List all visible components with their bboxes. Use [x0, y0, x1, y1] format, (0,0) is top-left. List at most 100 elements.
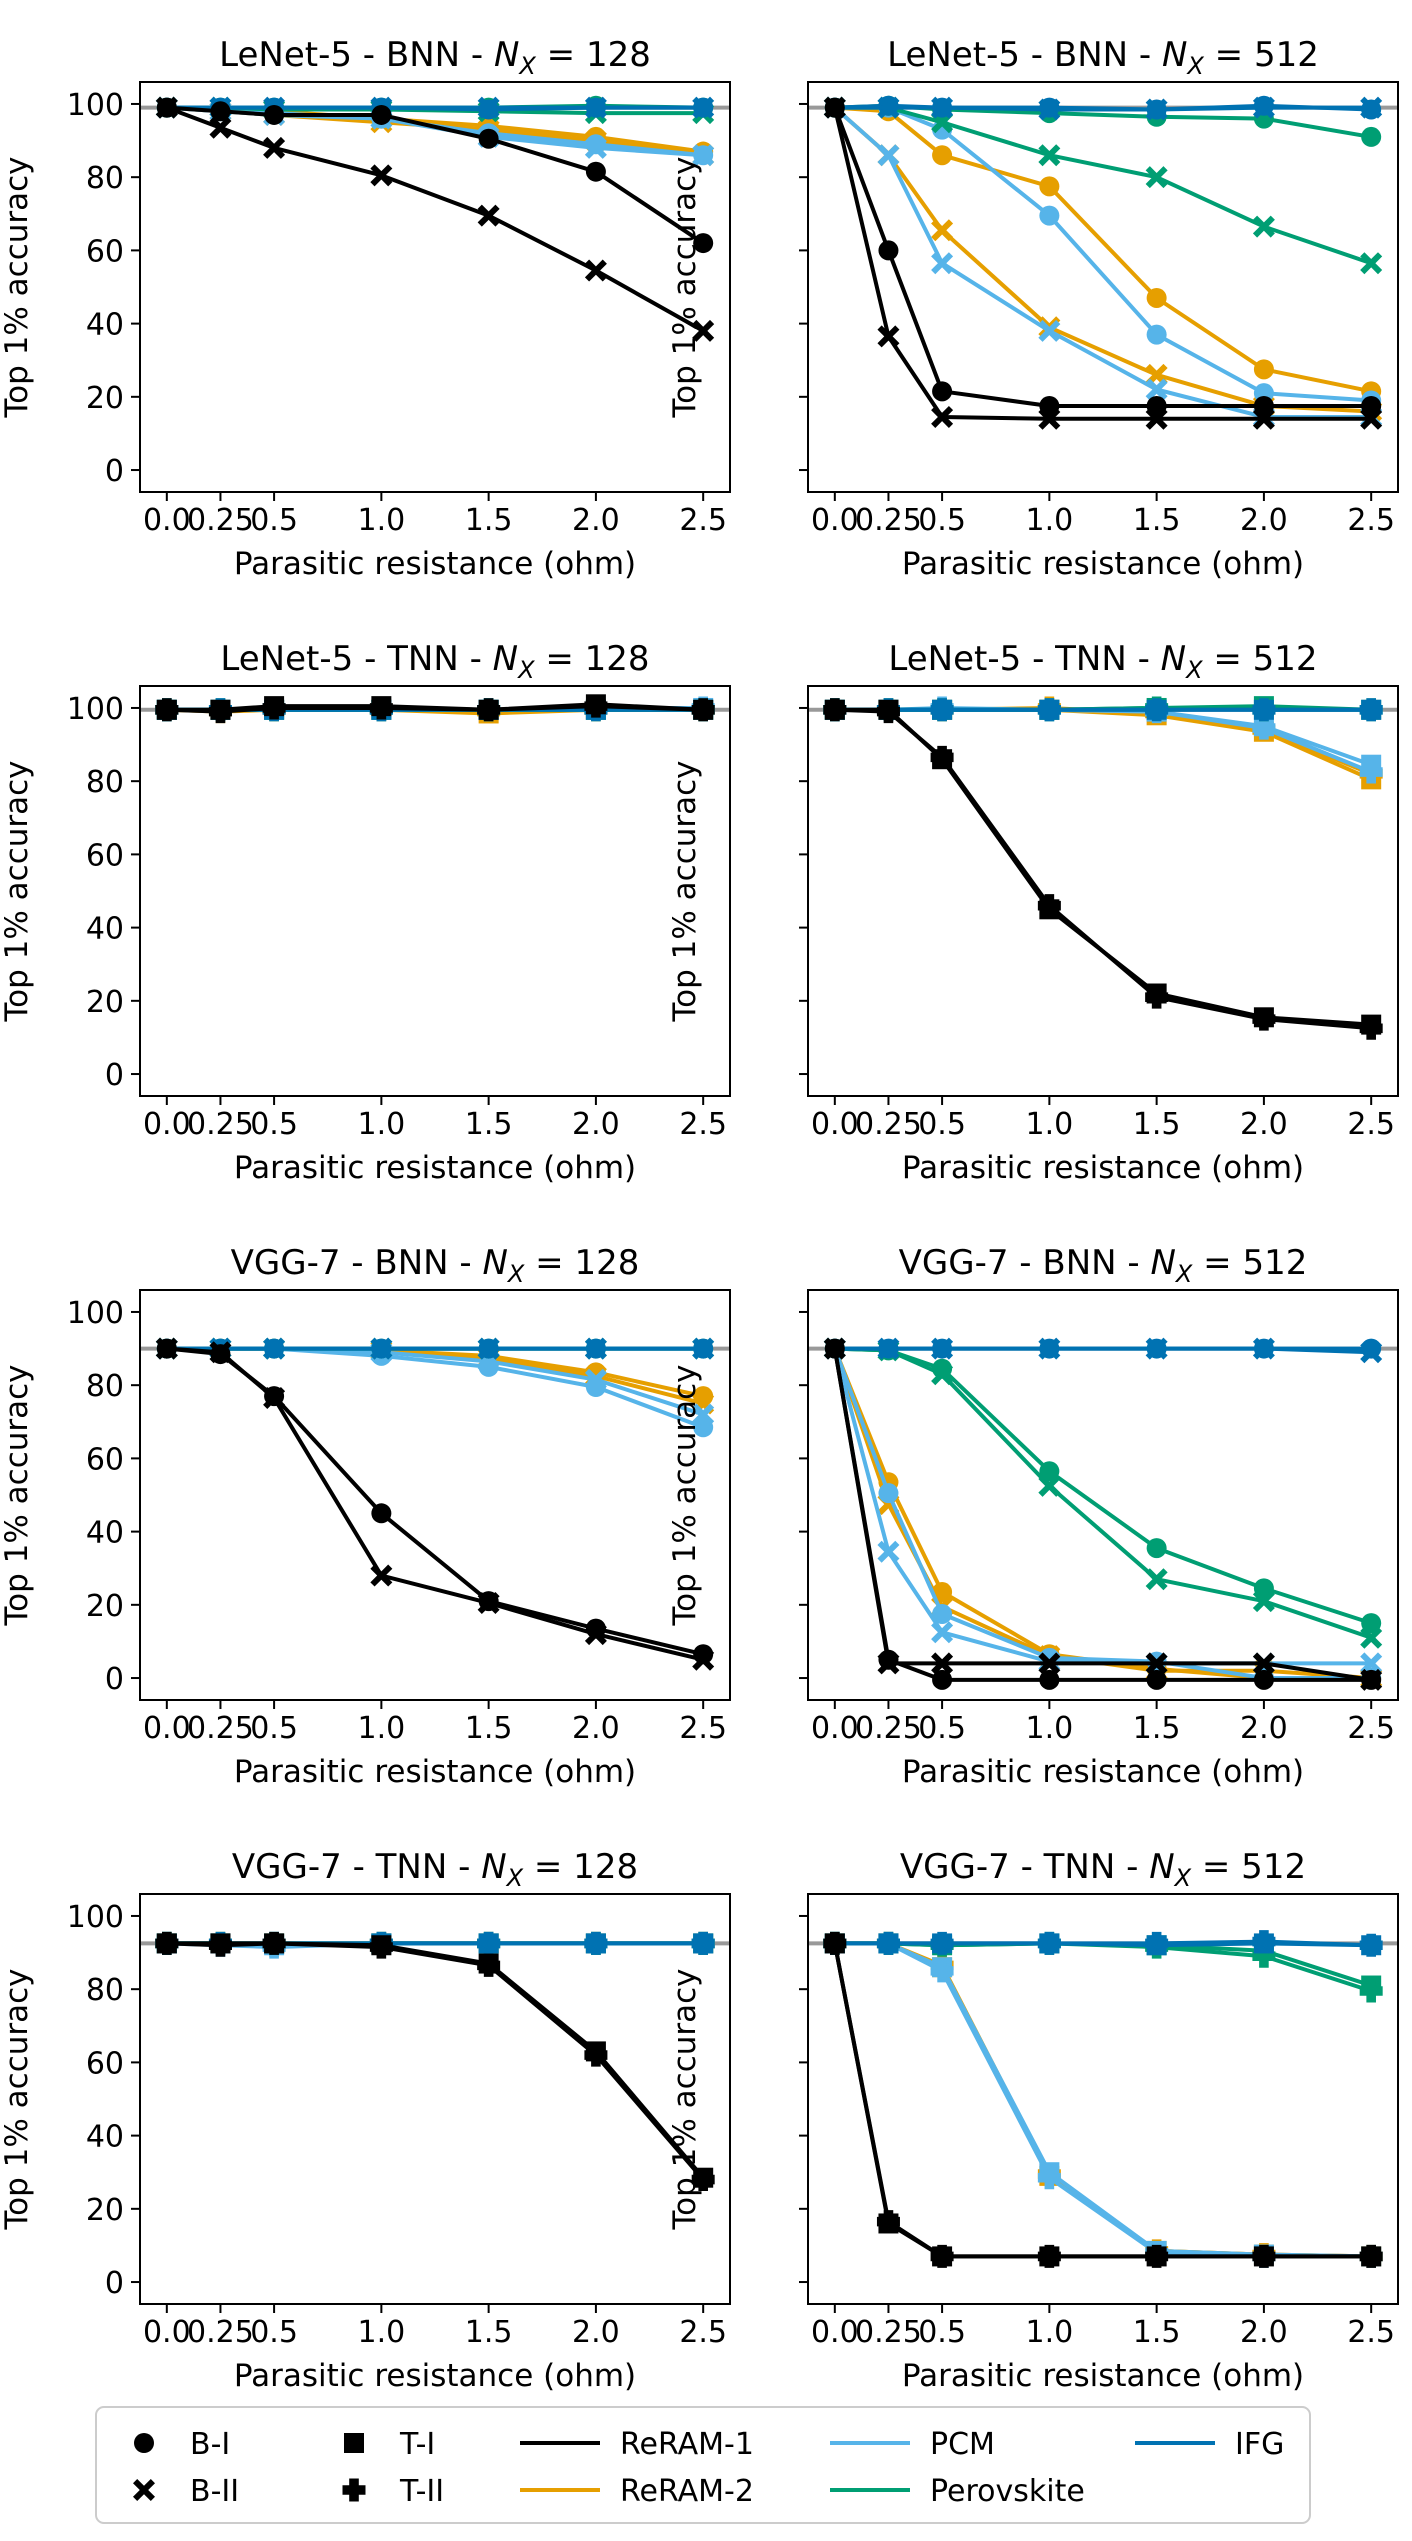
- data-point: [1146, 287, 1167, 308]
- data-point: [692, 144, 715, 167]
- y-tick-label: 100: [67, 88, 124, 123]
- chart-title-subscript: X: [506, 1260, 525, 1288]
- data-point: [930, 745, 954, 769]
- data-point: [931, 1337, 954, 1360]
- series-line: [166, 1941, 705, 2181]
- data-point: [478, 128, 499, 149]
- legend-label: ReRAM-1: [620, 2427, 754, 2462]
- data-point: [876, 700, 900, 724]
- series-line: [834, 1941, 1372, 1993]
- data-point: [1145, 407, 1168, 430]
- legend-frame: [95, 2406, 1311, 2524]
- series-line: [832, 1347, 1372, 1681]
- data-point: [477, 1931, 501, 1955]
- data-point: [1146, 324, 1167, 345]
- x-tick-label: 0.5: [918, 1711, 966, 1746]
- x-tick-label: 1.5: [465, 2315, 513, 2350]
- x-tick-label: 1.5: [1133, 1107, 1181, 1142]
- series-reram-1-t-i: [824, 699, 1382, 1035]
- data-point: [931, 252, 954, 275]
- data-point: [1359, 1016, 1383, 1040]
- y-axis-label: Top 1% accuracy: [667, 760, 703, 1022]
- axes-frame: [139, 1893, 731, 2305]
- chart-title-value: = 512: [1191, 1847, 1306, 1887]
- data-point: [691, 698, 715, 722]
- data-point: [930, 1959, 954, 1983]
- data-point: [209, 116, 232, 139]
- series-perovskite-b-i: [824, 1338, 1382, 1634]
- data-point: [932, 145, 953, 166]
- data-point: [1037, 1931, 1061, 1955]
- legend-item-perovskite: Perovskite: [830, 2474, 1085, 2509]
- chart-title-subscript: X: [1185, 52, 1204, 80]
- x-tick-label: 2.5: [679, 503, 727, 538]
- x-axis-label: Parasitic resistance (ohm): [234, 1754, 636, 1790]
- chart-title-variable: N: [494, 35, 519, 75]
- data-point: [584, 2043, 608, 2067]
- data-point: [1039, 205, 1060, 226]
- data-point: [370, 164, 393, 187]
- legend-item-t-ii: T-II: [342, 2474, 444, 2509]
- x-tick-label: 2.0: [1240, 2315, 1288, 2350]
- series-reram-2-b-i: [824, 97, 1382, 402]
- data-point: [1360, 96, 1383, 119]
- data-point: [691, 1931, 715, 1955]
- data-point: [1359, 1979, 1383, 2003]
- x-tick-label: 0.5: [250, 2315, 298, 2350]
- data-point: [1252, 698, 1276, 722]
- x-tick-label: 2.5: [1347, 2315, 1395, 2350]
- data-point: [691, 2168, 715, 2192]
- data-point: [371, 1503, 392, 1524]
- data-point: [692, 1403, 715, 1426]
- data-point: [930, 2244, 954, 2268]
- series-reram-1-t-ii: [155, 694, 715, 724]
- x-axis-label: Parasitic resistance (ohm): [234, 1150, 636, 1186]
- data-point: [1252, 96, 1275, 119]
- data-point: [585, 161, 606, 182]
- chart-panel-1: LeNet-5 - BNN - NX = 128 0.00.250.5 1.0 1.5…: [0, 35, 731, 582]
- data-point: [1361, 1613, 1382, 1634]
- series-reram-2-b-ii: [823, 1337, 1383, 1690]
- series-reram-1-t-ii: [155, 1931, 715, 2192]
- chart-title: LeNet-5 - TNN - NX = 512: [888, 639, 1317, 684]
- data-point: [823, 1931, 847, 1955]
- data-point: [1145, 1568, 1168, 1591]
- chart-title-prefix: VGG-7 - BNN -: [899, 1243, 1151, 1283]
- data-point: [584, 259, 607, 282]
- legend-label: T-II: [399, 2474, 444, 2509]
- series-reram-1-b-i: [824, 97, 1382, 416]
- data-point: [584, 1623, 607, 1646]
- chart-title-variable: N: [1150, 1243, 1175, 1283]
- data-point: [1037, 894, 1061, 918]
- x-tick-label: 1.5: [465, 1711, 513, 1746]
- legend-item-ifg: IFG: [1135, 2427, 1284, 2462]
- data-point: [370, 1337, 393, 1360]
- chart-title-prefix: LeNet-5 - TNN -: [220, 639, 492, 679]
- series-pcm-b-ii: [823, 1337, 1383, 1675]
- data-point: [932, 1603, 953, 1624]
- y-tick-label: 100: [67, 1900, 124, 1935]
- chart-title-prefix: LeNet-5 - TNN -: [888, 639, 1160, 679]
- legend-marker: [344, 2433, 364, 2453]
- axes-frame: [807, 81, 1399, 493]
- data-point: [1253, 1669, 1274, 1690]
- data-point: [1038, 1652, 1061, 1675]
- y-axis-label: Top 1% accuracy: [667, 1968, 703, 2230]
- x-tick-label: 0.25: [855, 503, 922, 538]
- chart-title-variable: N: [493, 639, 518, 679]
- series-perovskite-b-i: [824, 95, 1382, 147]
- legend-label: T-I: [399, 2427, 435, 2462]
- data-point: [823, 96, 846, 119]
- chart-title-value: = 512: [1203, 639, 1318, 679]
- legend-marker: [342, 2478, 366, 2502]
- axes-frame: [139, 1289, 731, 1701]
- y-axis-label: Top 1% accuracy: [0, 760, 35, 1022]
- series-pcm-t-ii: [823, 1931, 1383, 2268]
- legend-item-b-i: B-I: [134, 2427, 230, 2462]
- x-axis-label: Parasitic resistance (ohm): [902, 546, 1304, 582]
- x-tick-label: 0.0: [811, 503, 859, 538]
- x-tick-label: 2.5: [679, 1711, 727, 1746]
- legend-item-reram-2: ReRAM-2: [520, 2474, 754, 2509]
- data-point: [1360, 1626, 1383, 1649]
- x-tick-label: 0.25: [187, 1107, 254, 1142]
